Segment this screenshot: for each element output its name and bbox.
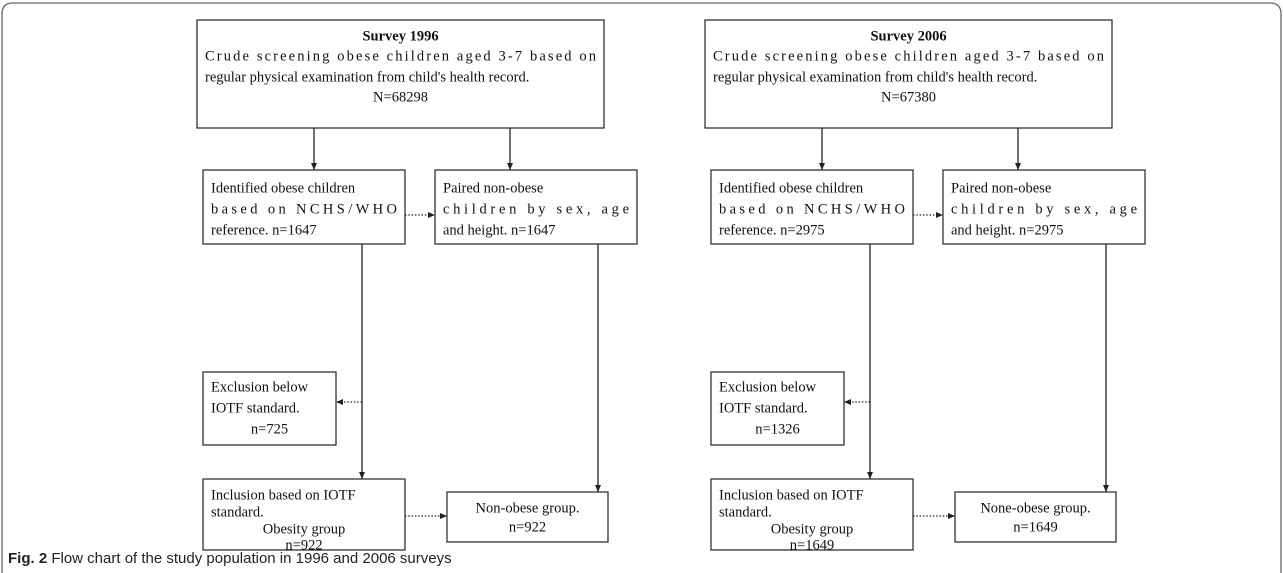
- box: [710, 478, 914, 551]
- box-text: and height. n=1647: [443, 222, 555, 238]
- box-text: Exclusion below: [211, 379, 309, 395]
- box-text: n=1649: [1013, 519, 1057, 535]
- box: [710, 169, 914, 245]
- box-text: n=725: [251, 421, 288, 437]
- caption-text: Flow chart of the study population in 19…: [51, 550, 451, 567]
- box: [446, 491, 609, 543]
- box-text: Identified obese children: [211, 180, 356, 196]
- box-text: Identified obese children: [719, 180, 864, 196]
- box-text: Survey 2006: [870, 28, 946, 44]
- box-text: Non-obese group.: [476, 500, 580, 516]
- box-text: n=1326: [755, 421, 799, 437]
- box: [202, 478, 406, 551]
- box-text: IOTF standard.: [719, 400, 808, 416]
- box-text: standard.: [719, 504, 772, 520]
- box-text: Paired non-obese: [951, 180, 1051, 196]
- box-text: reference. n=2975: [719, 222, 825, 238]
- box-text: Inclusion based on IOTF: [719, 487, 864, 503]
- box-text: n=922: [285, 537, 322, 553]
- box: [710, 371, 845, 446]
- box: [954, 491, 1117, 543]
- box-text: Inclusion based on IOTF: [211, 487, 356, 503]
- box: [942, 169, 1146, 245]
- caption: Fig. 2 Flow chart of the study populatio…: [8, 550, 452, 567]
- box-text: Obesity group: [771, 521, 854, 537]
- box-text: n=1649: [790, 537, 834, 553]
- box: [202, 169, 406, 245]
- box-text: regular physical examination from child'…: [205, 69, 529, 85]
- box-text: IOTF standard.: [211, 400, 300, 416]
- box-text: N=67380: [881, 89, 936, 105]
- box: [196, 19, 605, 129]
- box-text: n=922: [509, 519, 546, 535]
- box-text: Crude screening obese children aged 3-7 …: [713, 48, 1105, 64]
- box-text: Survey 1996: [362, 28, 438, 44]
- box: [202, 371, 337, 446]
- box-text: standard.: [211, 504, 264, 520]
- box-text: Exclusion below: [719, 379, 817, 395]
- box-text: Crude screening obese children aged 3-7 …: [205, 48, 597, 64]
- caption-label: Fig. 2: [8, 550, 47, 567]
- box-text: None-obese group.: [980, 500, 1090, 516]
- box-text: Paired non-obese: [443, 180, 543, 196]
- box-text: and height. n=2975: [951, 222, 1063, 238]
- box-text: regular physical examination from child'…: [713, 69, 1037, 85]
- box-text: reference. n=1647: [211, 222, 317, 238]
- box: [704, 19, 1113, 129]
- box-text: N=68298: [373, 89, 428, 105]
- box: [434, 169, 638, 245]
- box-text: Obesity group: [263, 521, 346, 537]
